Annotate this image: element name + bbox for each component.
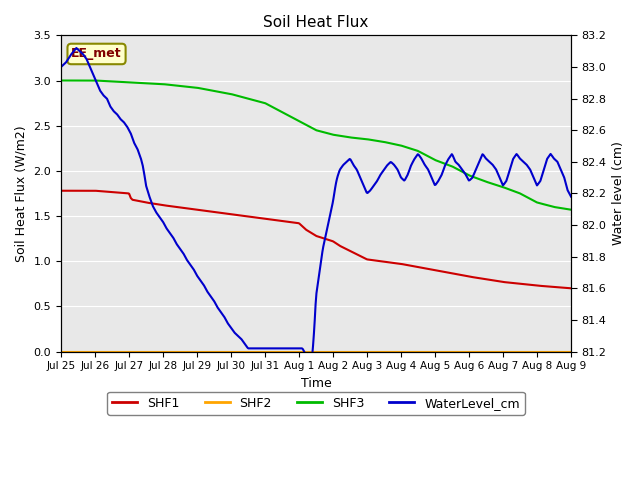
Text: EE_met: EE_met: [71, 48, 122, 60]
SHF3: [441, 161, 449, 167]
SHF1: [397, 261, 405, 267]
WaterLevel_cm: [72, 45, 80, 51]
WaterLevel_cm: [360, 182, 367, 188]
Legend: SHF1, SHF2, SHF3, WaterLevel_cm: SHF1, SHF2, SHF3, WaterLevel_cm: [107, 392, 525, 415]
SHF3: [57, 78, 65, 84]
SHF3: [397, 143, 405, 149]
WaterLevel_cm: [148, 201, 156, 207]
SHF3: [567, 207, 575, 213]
Line: SHF1: SHF1: [61, 191, 571, 288]
SHF1: [441, 269, 449, 275]
Title: Soil Heat Flux: Soil Heat Flux: [263, 15, 369, 30]
Y-axis label: Water level (cm): Water level (cm): [612, 142, 625, 245]
SHF3: [358, 136, 365, 142]
WaterLevel_cm: [189, 265, 197, 271]
WaterLevel_cm: [307, 364, 314, 370]
SHF1: [57, 188, 65, 193]
SHF3: [288, 114, 296, 120]
SHF1: [147, 201, 155, 206]
WaterLevel_cm: [567, 194, 575, 200]
Y-axis label: Soil Heat Flux (W/m2): Soil Heat Flux (W/m2): [15, 125, 28, 262]
SHF1: [358, 254, 365, 260]
X-axis label: Time: Time: [301, 377, 332, 390]
WaterLevel_cm: [399, 177, 407, 182]
WaterLevel_cm: [289, 346, 296, 351]
SHF1: [188, 206, 196, 212]
SHF1: [567, 286, 575, 291]
SHF1: [288, 219, 296, 225]
Line: WaterLevel_cm: WaterLevel_cm: [61, 48, 571, 367]
SHF3: [147, 81, 155, 86]
WaterLevel_cm: [443, 159, 451, 165]
Line: SHF3: SHF3: [61, 81, 571, 210]
SHF3: [188, 84, 196, 90]
WaterLevel_cm: [57, 64, 65, 70]
